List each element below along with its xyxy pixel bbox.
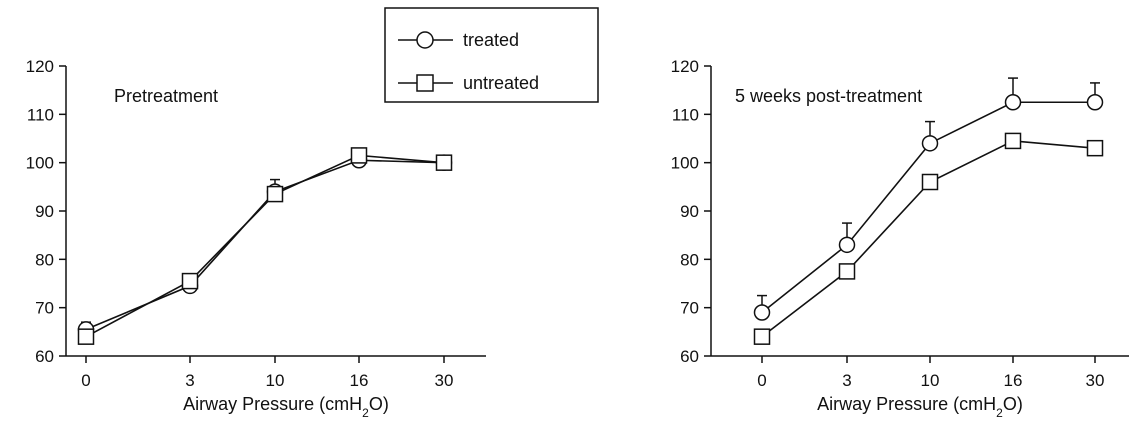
- x-tick-label: 3: [185, 371, 194, 390]
- data-point-untreated: [921, 173, 939, 191]
- data-point-untreated: [753, 328, 771, 345]
- chart-panel-post-treatment: 60 70 80 90 100 110 120 0 3 10 16 30 Airway Pressure…: [671, 57, 1129, 420]
- legend-square-marker: [416, 74, 434, 92]
- legend-circle-marker: [416, 31, 434, 49]
- panel-title: 5 weeks post-treatment: [735, 86, 922, 106]
- y-tick-label: 100: [26, 154, 54, 173]
- data-point-treated: [1086, 94, 1104, 111]
- data-point-untreated: [181, 272, 199, 290]
- y-tick-label: 60: [35, 347, 54, 366]
- y-tick-label: 110: [672, 105, 699, 124]
- y-tick-label: 110: [27, 105, 54, 124]
- series-line-treated: [85, 159, 445, 331]
- y-tick-label: 120: [26, 57, 54, 76]
- y-tick-label: 70: [35, 299, 54, 318]
- legend-treated-label: treated: [463, 30, 519, 50]
- series-line-untreated: [761, 140, 1096, 338]
- series-line-treated: [761, 101, 1095, 314]
- x-tick-label: 16: [350, 371, 369, 390]
- x-tick-label: 0: [757, 371, 766, 390]
- x-tick-label: 10: [266, 371, 285, 390]
- x-tick-label: 0: [81, 371, 90, 390]
- data-point-untreated: [1086, 139, 1104, 157]
- data-point-untreated: [266, 185, 284, 203]
- data-point-treated: [1004, 94, 1022, 111]
- data-point-treated: [753, 304, 771, 321]
- legend-untreated-label: untreated: [463, 73, 539, 93]
- x-tick-label: 30: [1086, 371, 1105, 390]
- x-tick-label: 10: [921, 371, 940, 390]
- x-axis-title: Airway Pressure (cmH2O): [183, 394, 389, 420]
- y-tick-label: 80: [35, 250, 54, 269]
- data-point-untreated: [838, 263, 856, 280]
- y-tick-label: 80: [680, 250, 699, 269]
- y-tick-label: 60: [680, 347, 699, 366]
- series-line-untreated: [85, 154, 445, 338]
- data-point-untreated: [350, 147, 368, 164]
- x-axis-title: Airway Pressure (cmH2O): [817, 394, 1023, 420]
- x-tick-label: 3: [842, 371, 851, 390]
- y-tick-label: 120: [671, 57, 699, 76]
- y-tick-label: 70: [680, 299, 699, 318]
- x-tick-label: 30: [435, 371, 454, 390]
- chart-panel-pretreatment: 60 70 80 90 100 110 120 0 3 10 16 30 Airway Pressure…: [26, 57, 486, 420]
- data-point-untreated: [77, 328, 95, 345]
- x-tick-label: 16: [1004, 371, 1023, 390]
- legend-box: treated untreated: [384, 7, 599, 103]
- y-tick-label: 100: [671, 154, 699, 173]
- y-tick-label: 90: [680, 202, 699, 221]
- data-point-untreated: [1004, 132, 1022, 150]
- y-tick-label: 90: [35, 202, 54, 221]
- data-point-treated: [838, 236, 856, 254]
- data-point-treated: [921, 135, 939, 152]
- panel-title: Pretreatment: [114, 86, 218, 106]
- data-point-untreated: [435, 154, 453, 171]
